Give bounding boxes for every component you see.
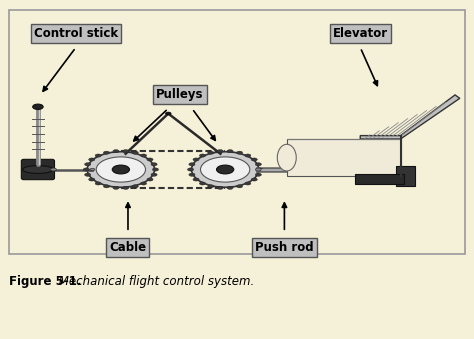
Ellipse shape bbox=[140, 182, 146, 185]
Ellipse shape bbox=[89, 178, 95, 181]
Ellipse shape bbox=[84, 173, 91, 176]
FancyBboxPatch shape bbox=[21, 159, 55, 180]
Ellipse shape bbox=[51, 168, 56, 171]
Ellipse shape bbox=[132, 151, 138, 154]
Text: Figure 5-1.: Figure 5-1. bbox=[9, 275, 82, 287]
Text: Push rod: Push rod bbox=[255, 241, 314, 254]
Ellipse shape bbox=[251, 178, 257, 181]
Text: Elevator: Elevator bbox=[333, 27, 388, 40]
Ellipse shape bbox=[237, 185, 243, 188]
Ellipse shape bbox=[95, 154, 101, 157]
FancyBboxPatch shape bbox=[355, 174, 404, 184]
Ellipse shape bbox=[153, 168, 158, 171]
Ellipse shape bbox=[208, 185, 214, 188]
Ellipse shape bbox=[245, 182, 251, 185]
Ellipse shape bbox=[113, 186, 119, 190]
Ellipse shape bbox=[147, 158, 153, 161]
Ellipse shape bbox=[113, 149, 119, 153]
Ellipse shape bbox=[147, 178, 153, 181]
Ellipse shape bbox=[189, 163, 195, 166]
Ellipse shape bbox=[123, 186, 129, 190]
Ellipse shape bbox=[208, 151, 214, 154]
Ellipse shape bbox=[217, 186, 223, 190]
Ellipse shape bbox=[23, 166, 53, 173]
Ellipse shape bbox=[132, 185, 138, 188]
Ellipse shape bbox=[217, 165, 234, 174]
Ellipse shape bbox=[187, 168, 193, 171]
Ellipse shape bbox=[255, 163, 262, 166]
Ellipse shape bbox=[151, 163, 157, 166]
Ellipse shape bbox=[251, 158, 257, 161]
Ellipse shape bbox=[83, 168, 89, 171]
FancyBboxPatch shape bbox=[287, 139, 401, 176]
Ellipse shape bbox=[87, 152, 155, 187]
Ellipse shape bbox=[96, 157, 146, 182]
Ellipse shape bbox=[245, 154, 251, 157]
Text: Pulleys: Pulleys bbox=[156, 88, 204, 101]
Ellipse shape bbox=[200, 182, 206, 185]
Ellipse shape bbox=[191, 152, 259, 187]
Ellipse shape bbox=[95, 182, 101, 185]
Ellipse shape bbox=[201, 157, 250, 182]
Ellipse shape bbox=[217, 149, 223, 153]
Ellipse shape bbox=[227, 186, 233, 190]
Ellipse shape bbox=[123, 149, 129, 153]
Ellipse shape bbox=[112, 165, 129, 174]
Ellipse shape bbox=[103, 185, 109, 188]
Ellipse shape bbox=[277, 144, 296, 171]
Ellipse shape bbox=[193, 178, 199, 181]
Text: Cable: Cable bbox=[109, 241, 146, 254]
Text: Mechanical flight control system.: Mechanical flight control system. bbox=[55, 275, 254, 287]
Ellipse shape bbox=[89, 158, 95, 161]
Ellipse shape bbox=[200, 154, 206, 157]
Ellipse shape bbox=[227, 149, 233, 153]
Ellipse shape bbox=[193, 158, 199, 161]
Text: Control stick: Control stick bbox=[34, 27, 118, 40]
Ellipse shape bbox=[257, 168, 263, 171]
Ellipse shape bbox=[90, 168, 95, 171]
Ellipse shape bbox=[151, 173, 157, 176]
Ellipse shape bbox=[103, 151, 109, 154]
Polygon shape bbox=[360, 95, 460, 139]
Ellipse shape bbox=[140, 154, 146, 157]
FancyBboxPatch shape bbox=[396, 166, 415, 186]
Ellipse shape bbox=[237, 151, 243, 154]
Ellipse shape bbox=[165, 112, 171, 115]
FancyBboxPatch shape bbox=[9, 10, 465, 254]
Ellipse shape bbox=[255, 168, 261, 171]
Ellipse shape bbox=[189, 173, 195, 176]
Ellipse shape bbox=[33, 104, 43, 109]
Ellipse shape bbox=[255, 173, 262, 176]
Ellipse shape bbox=[84, 163, 91, 166]
